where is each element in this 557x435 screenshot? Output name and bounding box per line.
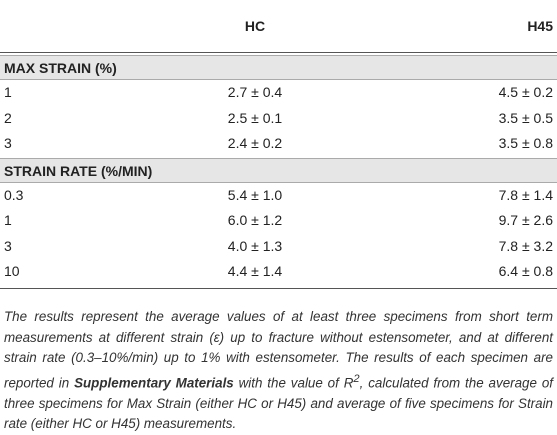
cell-value: 6.0 ± 1.2 [227,212,283,228]
row-label: 0.3 [4,186,24,203]
row-label: 10 [4,263,20,279]
footnote: The results represent the average values… [4,307,553,434]
rule [0,52,557,53]
table-page: HC H45 MAX STRAIN (%) 1 2.7 ± 0.4 4.5 ± 0.2… [0,18,557,431]
section-header: STRAIN RATE (%/MIN) [0,157,557,183]
cell-value: 4.4 ± 1.4 [227,263,283,279]
footnote-bold: Supplementary Materials [74,375,234,391]
cell-value: 3.5 ± 0.5 [498,109,553,126]
footnote-text: , calculated from the average of three s… [4,375,553,432]
cell-value: 7.8 ± 1.4 [498,186,553,203]
column-header: H45 [527,18,553,34]
cell-value: 3.5 ± 0.8 [498,135,553,151]
section-header: MAX STRAIN (%) [0,55,557,80]
cell-value: 2.7 ± 0.4 [227,84,283,100]
row-label: 3 [4,237,12,254]
cell-value: 7.8 ± 3.2 [498,237,553,254]
footnote-text: with the value of R [233,375,354,391]
row-label: 1 [4,84,12,100]
cell-value: 4.5 ± 0.2 [498,84,553,100]
cell-value: 2.4 ± 0.2 [227,135,283,151]
cell-value: 5.4 ± 1.0 [227,186,283,203]
row-label: 1 [4,212,12,228]
row-label: 2 [4,109,12,126]
cell-value: 6.4 ± 0.8 [498,263,553,279]
cell-value: 2.5 ± 0.1 [227,109,283,126]
cell-value: 4.0 ± 1.3 [227,237,283,254]
rule [0,287,557,289]
column-header: HC [244,18,266,34]
footnote-text: The results represent the average values… [4,309,553,391]
cell-value: 9.7 ± 2.6 [498,212,553,228]
row-label: 3 [4,135,12,151]
footnote-sup: 2 [353,372,360,385]
